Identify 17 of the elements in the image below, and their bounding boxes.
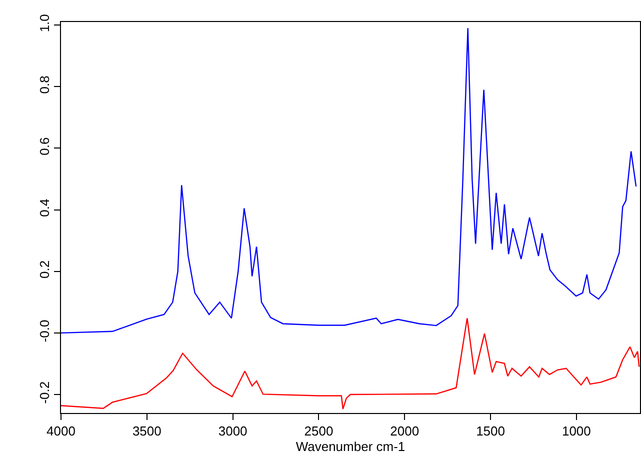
y-tick-label: 1.0	[36, 14, 52, 32]
x-tick-label: 3000	[218, 424, 248, 439]
line-series	[61, 28, 637, 334]
x-axis-title: Wavenumber cm-1	[296, 439, 406, 454]
y-tick-label: 0.4	[36, 198, 52, 217]
x-tick-label: 4000	[46, 424, 76, 439]
y-tick-label: -0.0	[36, 320, 52, 342]
line-series	[61, 318, 640, 410]
y-tick-label: -0.2	[36, 381, 52, 404]
y-tick-label: 0.8	[36, 76, 52, 94]
x-tick-label: 3500	[132, 424, 162, 439]
x-tick-label: 1500	[476, 424, 505, 439]
x-tick-label: 1000	[562, 424, 591, 439]
x-tick-label: 2500	[304, 424, 334, 439]
x-tick-label: 2000	[390, 424, 420, 439]
y-tick-label: 0.2	[36, 260, 52, 278]
y-tick-label: 0.6	[36, 137, 52, 156]
